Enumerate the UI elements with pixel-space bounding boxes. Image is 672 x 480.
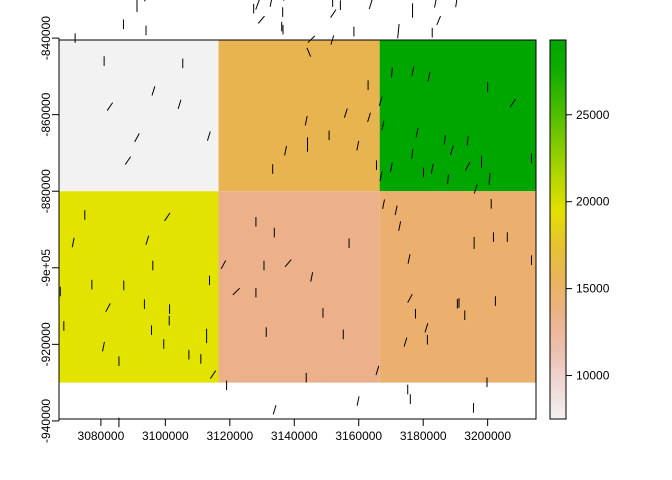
x-tick-label: 3160000 — [335, 429, 382, 443]
y-tick-label: -940000 — [39, 399, 53, 443]
segment-mark — [447, 174, 449, 185]
segment-mark — [375, 365, 380, 376]
segment-overlay — [59, 0, 532, 428]
segment-mark — [397, 23, 400, 39]
segment-mark — [403, 337, 408, 347]
segment-mark — [407, 254, 411, 264]
raster-cell — [59, 40, 219, 192]
x-tick-label: 3100000 — [142, 429, 189, 443]
segment-mark — [106, 102, 114, 111]
legend-ticks: 10000 15000 20000 25000 — [566, 108, 610, 383]
color-legend: 10000 15000 20000 25000 — [549, 39, 610, 420]
y-tick-label: -9e+05 — [39, 249, 53, 287]
segment-mark — [306, 47, 312, 57]
raster-cell — [379, 191, 536, 383]
segment-mark — [398, 221, 402, 231]
raster-cells — [59, 40, 536, 383]
segment-mark — [390, 67, 393, 78]
segment-mark — [283, 0, 285, 1]
segment-mark — [379, 171, 383, 182]
segment-mark — [449, 145, 454, 155]
segment-mark — [455, 0, 458, 8]
segment-mark — [343, 108, 348, 118]
segment-mark — [427, 71, 431, 82]
y-axis: -840000 -860000 -880000 -9e+05 -920000 -94000… — [39, 16, 60, 443]
segment-mark — [407, 293, 413, 303]
x-tick-label: 3180000 — [400, 429, 447, 443]
raster-cell — [379, 40, 536, 192]
segment-mark — [382, 199, 385, 210]
segment-mark — [310, 272, 314, 282]
segment-mark — [105, 303, 111, 313]
segment-mark — [177, 99, 182, 110]
segment-mark — [381, 120, 385, 131]
segment-mark — [220, 260, 227, 270]
segment-mark — [206, 131, 211, 141]
x-tick-label: 3080000 — [78, 429, 125, 443]
segment-mark — [144, 0, 146, 2]
legend-tick-label: 20000 — [576, 195, 610, 209]
segment-mark — [269, 0, 273, 7]
segment-mark — [436, 15, 441, 26]
segment-mark — [433, 0, 437, 8]
segment-mark — [389, 162, 393, 173]
segment-mark — [443, 135, 446, 145]
segment-mark — [151, 86, 156, 96]
segment-mark — [356, 396, 360, 406]
segment-mark — [378, 96, 383, 106]
segment-mark — [257, 15, 265, 24]
y-tick-label: -860000 — [39, 92, 53, 136]
legend-tick-label: 10000 — [576, 369, 610, 383]
raster-cell — [59, 191, 219, 383]
y-tick-label: -840000 — [39, 16, 53, 60]
x-tick-label: 3140000 — [271, 429, 318, 443]
segment-mark — [255, 0, 260, 10]
segment-mark — [209, 370, 217, 379]
segment-mark — [102, 341, 105, 352]
raster-cell — [218, 40, 380, 192]
segment-mark — [284, 259, 292, 268]
segment-mark — [284, 145, 288, 156]
segment-mark — [71, 237, 75, 248]
segment-mark — [232, 287, 241, 296]
segment-mark — [473, 184, 478, 194]
segment-mark — [356, 140, 360, 151]
segment-mark — [134, 133, 140, 143]
segment-mark — [164, 212, 171, 222]
segment-mark — [509, 98, 516, 108]
legend-tick-label: 25000 — [576, 108, 610, 122]
y-tick-label: -920000 — [39, 322, 53, 366]
segment-mark — [330, 9, 337, 18]
segment-mark — [411, 66, 415, 76]
segment-mark — [124, 156, 132, 165]
segment-mark — [368, 0, 373, 10]
segment-mark — [145, 235, 150, 245]
legend-tick-label: 15000 — [576, 282, 610, 296]
y-tick-label: -880000 — [39, 169, 53, 213]
segment-mark — [307, 35, 316, 43]
raster-cell — [218, 191, 380, 383]
segment-mark — [272, 405, 277, 415]
x-tick-label: 3120000 — [206, 429, 253, 443]
segment-mark — [367, 112, 371, 123]
x-axis: 3080000 3100000 3120000 3140000 3160000 31800… — [78, 418, 511, 443]
segment-mark — [464, 161, 471, 171]
segment-mark — [424, 323, 429, 333]
segment-mark — [394, 205, 398, 216]
segment-mark — [466, 135, 469, 146]
x-tick-label: 3200000 — [464, 429, 511, 443]
segment-mark — [415, 127, 419, 138]
legend-colorbar — [549, 39, 567, 420]
segment-mark — [304, 115, 308, 126]
segment-mark — [430, 163, 434, 174]
segment-mark — [488, 172, 491, 185]
segment-mark — [411, 149, 414, 159]
